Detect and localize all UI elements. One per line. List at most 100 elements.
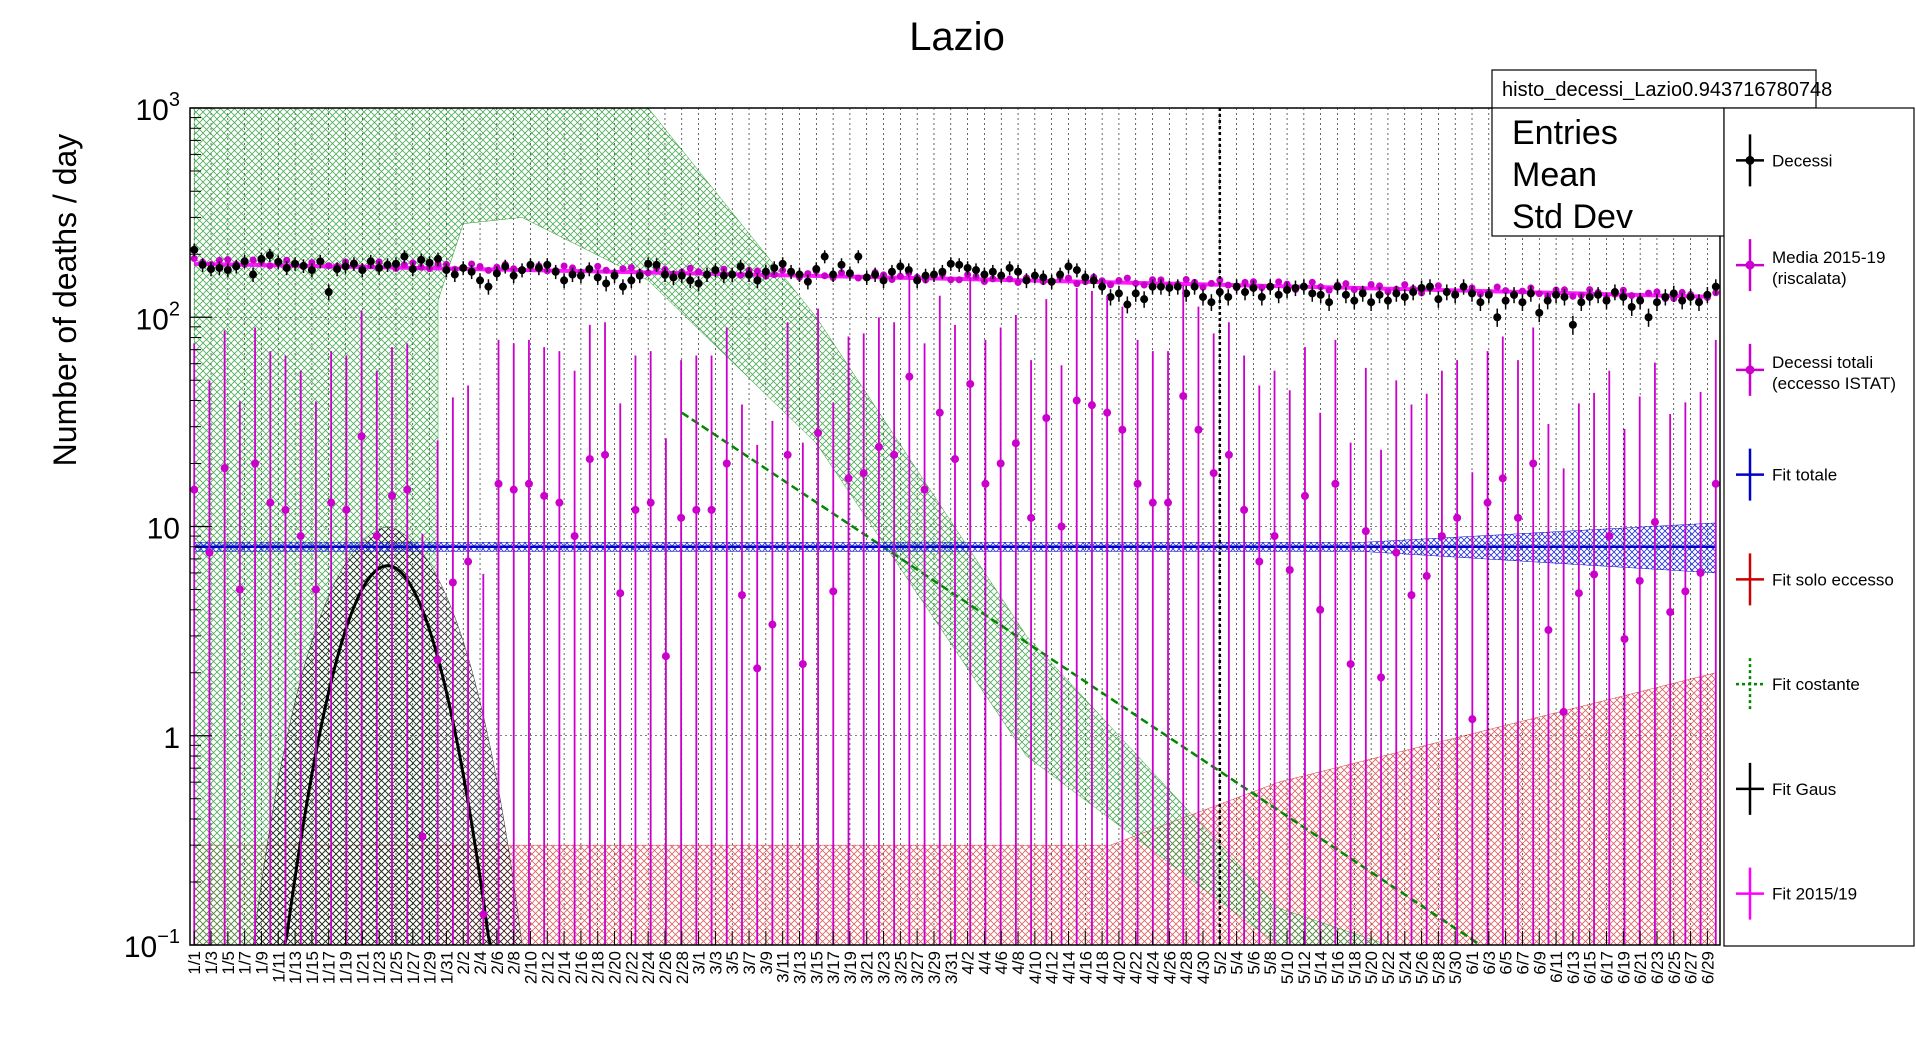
x-tick-label: 4/8 — [1009, 951, 1028, 975]
decessi-point — [316, 257, 325, 266]
eccesso-point — [1650, 518, 1659, 527]
eccesso-point — [342, 505, 351, 514]
eccesso-point — [722, 459, 731, 468]
decessi-point — [929, 270, 938, 279]
media-2015-19-point — [1384, 288, 1392, 296]
decessi-point — [207, 265, 216, 274]
decessi-point — [1409, 288, 1418, 297]
decessi-point — [1577, 298, 1586, 307]
eccesso-point — [1483, 498, 1492, 507]
eccesso-point — [1544, 626, 1553, 635]
media-2015-19-point — [1342, 280, 1350, 288]
decessi-point — [299, 261, 308, 270]
decessi-point — [1148, 282, 1157, 291]
decessi-point — [1114, 289, 1123, 298]
eccesso-point — [1605, 532, 1614, 541]
decessi-point — [1350, 296, 1359, 305]
y-tick-label: 103 — [136, 89, 181, 127]
eccesso-point — [1240, 505, 1249, 514]
x-tick-label: 4/22 — [1127, 951, 1146, 984]
media-2015-19-point — [627, 264, 635, 272]
legend: Decessi Media 2015-19 (riscalata) Decessi t… — [1723, 107, 1915, 947]
decessi-point — [551, 267, 560, 276]
decessi-point — [980, 270, 989, 279]
decessi-point — [904, 266, 913, 275]
legend-entry: Fit costante — [1736, 658, 1860, 711]
eccesso-point — [646, 498, 655, 507]
decessi-point — [249, 270, 258, 279]
decessi-point — [1694, 298, 1703, 307]
x-tick-label: 5/28 — [1429, 951, 1448, 984]
eccesso-point — [464, 557, 473, 566]
eccesso-point — [1087, 401, 1096, 410]
x-tick-label: 4/24 — [1144, 951, 1163, 984]
decessi-point — [618, 282, 627, 291]
decessi-point — [1711, 282, 1720, 291]
media-2015-19-point — [737, 271, 745, 279]
media-2015-19-point — [249, 256, 257, 264]
media-2015-19-point — [1123, 274, 1131, 282]
x-tick-label: 5/20 — [1362, 951, 1381, 984]
media-2015-19-point — [594, 262, 602, 270]
eccesso-point — [418, 832, 427, 841]
decessi-point — [1619, 292, 1628, 301]
decessi-point — [476, 276, 485, 285]
decessi-point — [1207, 298, 1216, 307]
decessi-point — [1308, 289, 1317, 298]
legend-label: Media 2015-19 — [1772, 248, 1885, 267]
x-tick-label: 6/1 — [1463, 951, 1482, 975]
eccesso-point — [859, 469, 868, 478]
eccesso-point — [311, 585, 320, 594]
decessi-point — [1232, 282, 1241, 291]
decessi-point — [1594, 290, 1603, 299]
decessi-point — [1644, 313, 1653, 322]
eccesso-point — [1590, 570, 1599, 579]
decessi-point — [1325, 298, 1334, 307]
decessi-point — [1266, 282, 1275, 291]
decessi-point — [1283, 285, 1292, 294]
decessi-point — [1131, 289, 1140, 298]
x-tick-label: 1/17 — [320, 951, 339, 984]
decessi-point — [1602, 296, 1611, 305]
legend-entry: Media 2015-19 (riscalata) — [1736, 239, 1885, 292]
decessi-point — [1047, 277, 1056, 286]
eccesso-point — [844, 474, 853, 483]
x-tick-label: 5/26 — [1413, 951, 1432, 984]
decessi-point — [972, 266, 981, 275]
x-tick-label: 6/27 — [1682, 951, 1701, 984]
x-tick-label: 3/29 — [925, 951, 944, 984]
decessi-point — [703, 270, 712, 279]
x-tick-label: 3/23 — [875, 951, 894, 984]
decessi-point — [1358, 289, 1367, 298]
x-tick-label: 4/2 — [959, 951, 978, 975]
decessi-point — [1064, 262, 1073, 271]
decessi-point — [1560, 292, 1569, 301]
x-tick-label: 1/3 — [202, 951, 221, 975]
eccesso-point — [1361, 527, 1370, 536]
decessi-point — [1392, 289, 1401, 298]
decessi-point — [366, 257, 375, 266]
x-tick-label: 2/12 — [538, 951, 557, 984]
x-tick-label: 1/25 — [387, 951, 406, 984]
decessi-point — [492, 269, 501, 278]
decessi-point — [938, 267, 947, 276]
media-2015-19-point — [753, 267, 761, 275]
decessi-point — [862, 273, 871, 282]
decessi-point — [1005, 263, 1014, 272]
eccesso-point — [677, 513, 686, 522]
legend-label: Fit Gaus — [1772, 780, 1836, 799]
eccesso-point — [509, 485, 518, 494]
legend-label-line-2: (eccesso ISTAT) — [1772, 374, 1896, 393]
media-2015-19-point — [1678, 288, 1686, 296]
eccesso-point — [266, 498, 275, 507]
decessi-point — [1451, 290, 1460, 299]
decessi-point — [1182, 289, 1191, 298]
decessi-point — [324, 288, 333, 297]
media-2015-19-point — [644, 269, 652, 277]
eccesso-point — [403, 485, 412, 494]
eccesso-point — [753, 664, 762, 673]
eccesso-point — [1666, 608, 1675, 617]
x-tick-label: 5/2 — [1211, 951, 1230, 975]
decessi-point — [307, 266, 316, 275]
eccesso-point — [1285, 565, 1294, 574]
